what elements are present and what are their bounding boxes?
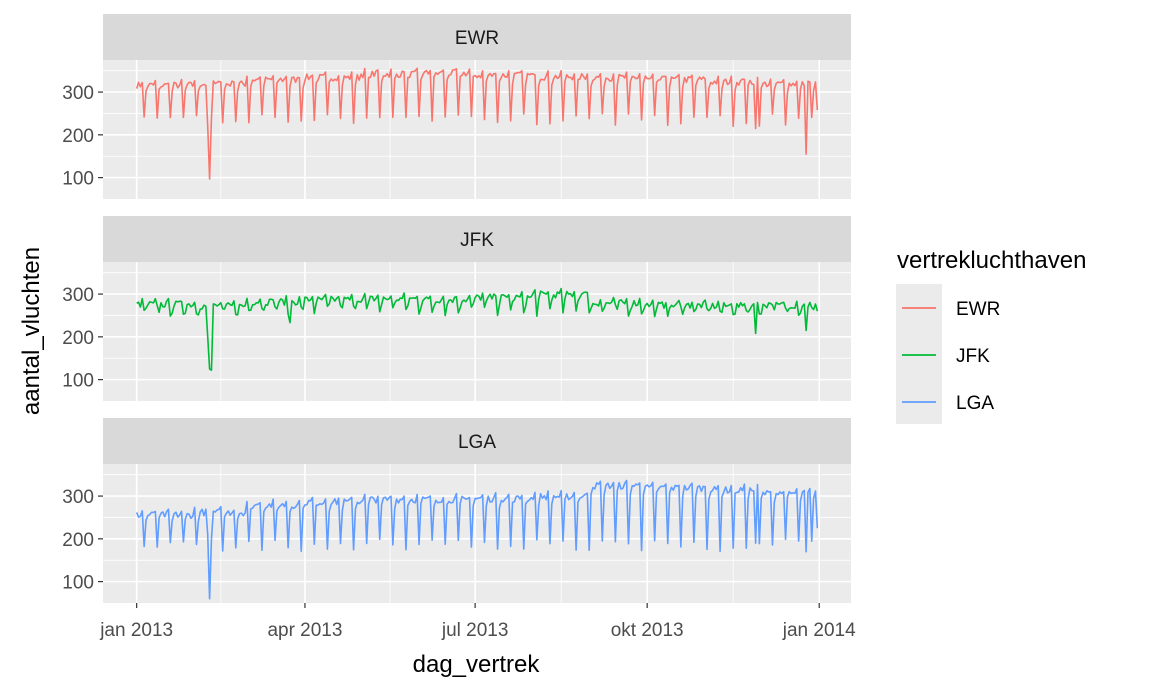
y-tick-label: 300 (62, 487, 94, 508)
x-tick-label: jan 2013 (99, 620, 173, 641)
x-axis-title: dag_vertrek (413, 651, 541, 678)
y-tick-label: 100 (62, 371, 94, 392)
legend-label-lga: LGA (956, 393, 994, 414)
panel-background (103, 262, 851, 401)
y-tick-label: 300 (62, 285, 94, 306)
legend-label-ewr: EWR (956, 299, 1000, 320)
facet-strip (103, 14, 851, 60)
facet-panel-jfk: JFK 100 200 300 (62, 216, 851, 401)
x-tick-label: okt 2013 (611, 620, 684, 641)
y-tick-label: 300 (62, 83, 94, 104)
x-axis: jan 2013 apr 2013 jul 2013 okt 2013 jan 2014 (99, 603, 856, 641)
legend-title: vertrekluchthaven (897, 247, 1086, 274)
y-axis-title: aantal_vluchten (18, 247, 45, 415)
x-tick-label: apr 2013 (267, 620, 342, 641)
series-line-lga (135, 479, 819, 600)
y-tick-label: 100 (62, 169, 94, 190)
series-line-jfk (136, 287, 819, 372)
y-tick-label: 200 (62, 530, 94, 551)
facet-strip (103, 216, 851, 262)
y-tick-label: 200 (62, 126, 94, 147)
x-tick-label: jan 2014 (782, 620, 856, 641)
y-tick-label: 100 (62, 573, 94, 594)
facet-panels: EWR 100 200 300 JFK 100 200 300 LGA 100 200 300 (62, 14, 851, 603)
facet-panel-ewr: EWR 100 200 300 (62, 14, 851, 199)
facet-strip-label: EWR (455, 28, 499, 49)
x-tick-label: jul 2013 (441, 620, 509, 641)
series-line-ewr (135, 67, 819, 180)
facet-panel-lga: LGA 100 200 300 (62, 418, 851, 603)
legend-key-background (896, 284, 942, 424)
y-tick-label: 200 (62, 328, 94, 349)
legend-label-jfk: JFK (956, 346, 990, 367)
facet-strip-label: LGA (458, 432, 496, 453)
facet-strip (103, 418, 851, 464)
legend: vertrekluchthaven EWR JFK LGA (896, 247, 1086, 424)
facet-strip-label: JFK (460, 230, 494, 251)
